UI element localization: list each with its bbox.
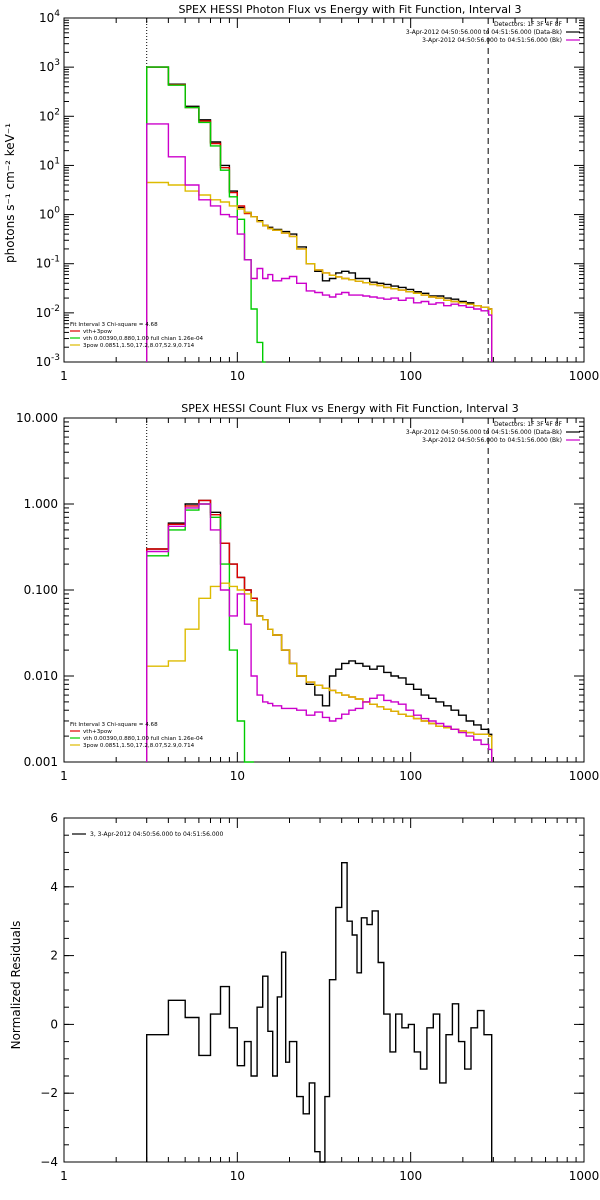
residuals-legend: 3, 3-Apr-2012 04:50:56.000 to 04:51:56.0…: [72, 831, 223, 838]
y-tick-label: 0.010: [24, 669, 58, 683]
series-line: [146, 862, 493, 1163]
series-line: [146, 503, 493, 762]
legend-text: 3-Apr-2012 04:50:56.000 to 04:51:56.000 …: [406, 429, 562, 436]
residuals-series: [146, 862, 493, 1163]
legend-text: vth+3pow: [83, 729, 112, 735]
residuals-ylabel: Normalized Residuals: [9, 921, 23, 1050]
series-line: [146, 499, 493, 762]
x-tick-label: 1: [60, 1169, 68, 1183]
y-tick-label: 101: [39, 156, 60, 172]
photon-flux-ylabel: photons s⁻¹ cm⁻² keV⁻¹: [3, 123, 17, 263]
series-line: [146, 123, 493, 362]
x-tick-label: 100: [399, 1169, 422, 1183]
residuals-axes: 1 10 100 1000 −4 −2 0 2 4 6: [40, 811, 599, 1183]
y-tick-label: 10-1: [36, 255, 60, 271]
legend-text: 3-Apr-2012 04:50:56.000 to 04:51:56.000 …: [422, 37, 562, 44]
y-tick-label: 10-2: [36, 304, 60, 320]
photon-flux-panel: SPEX HESSI Photon Flux vs Energy with Fi…: [3, 3, 599, 383]
legend-text: 3-Apr-2012 04:50:56.000 to 04:51:56.000 …: [422, 437, 562, 444]
y-tick-label: 1.000: [24, 497, 58, 511]
count-flux-axes: 1 10 100 1000 0.001 0.010 0.100 1.000 10.000: [16, 411, 599, 783]
count-flux-plot-frame: [63, 417, 585, 763]
series-line: [146, 503, 254, 763]
legend-text: 3pow 0.0851,1.50,17.2,8.07,52.9,0.714: [83, 743, 195, 749]
series-line: [146, 499, 493, 762]
y-tick-label: −2: [40, 1086, 58, 1100]
y-tick-label: −4: [40, 1155, 58, 1169]
legend-text: vth 0.00390,0.880,1.00 full chian 1.26e-…: [83, 736, 204, 742]
legend-text: 3pow 0.0851,1.50,17.2,8.07,52.9,0.714: [83, 343, 195, 349]
legend-text: vth+3pow: [83, 329, 112, 335]
y-tick-label: 2: [50, 949, 58, 963]
x-tick-label: 10: [230, 1169, 245, 1183]
count-flux-legend-bottom: Fit Interval 3 Chi-square = 4.68vth+3pow…: [70, 722, 204, 749]
series-line: [146, 66, 266, 363]
x-tick-label: 1: [60, 369, 68, 383]
legend-text: 3-Apr-2012 04:50:56.000 to 04:51:56.000 …: [406, 29, 562, 36]
x-tick-label: 100: [399, 369, 422, 383]
legend-text: 3, 3-Apr-2012 04:50:56.000 to 04:51:56.0…: [90, 831, 223, 838]
photon-flux-plot-frame: [63, 17, 585, 363]
photon-flux-legend-bottom: Fit Interval 3 Chi-square = 4.68vth+3pow…: [70, 322, 204, 349]
residuals-plot-frame: [63, 817, 585, 1163]
x-tick-label: 100: [399, 769, 422, 783]
count-flux-series: [146, 499, 493, 763]
y-tick-label: 10-3: [36, 353, 60, 369]
legend-text: vth 0.00390,0.880,1.00 full chian 1.26e-…: [83, 336, 204, 342]
y-tick-label: 0.100: [24, 583, 58, 597]
y-tick-label: 102: [39, 107, 60, 123]
y-tick-label: 104: [39, 9, 60, 25]
y-tick-label: 100: [39, 206, 60, 222]
series-line: [146, 582, 493, 762]
y-tick-label: 10.000: [16, 411, 58, 425]
y-tick-label: 6: [50, 811, 58, 825]
photon-flux-legend-top: Detectors: 1F 3F 4F 8F3-Apr-2012 04:50:5…: [406, 21, 580, 44]
x-tick-label: 1000: [569, 369, 600, 383]
x-tick-label: 1000: [569, 769, 600, 783]
count-flux-legend-top: Detectors: 1F 3F 4F 8F3-Apr-2012 04:50:5…: [406, 421, 580, 444]
x-tick-label: 1: [60, 769, 68, 783]
series-line: [146, 181, 493, 362]
x-tick-label: 1000: [569, 1169, 600, 1183]
photon-flux-series: [146, 66, 493, 363]
y-tick-label: 103: [39, 58, 60, 74]
y-tick-label: 0.001: [24, 755, 58, 769]
x-tick-label: 10: [230, 369, 245, 383]
legend-text: Detectors: 1F 3F 4F 8F: [494, 421, 563, 428]
legend-text: Detectors: 1F 3F 4F 8F: [494, 21, 563, 28]
x-tick-label: 10: [230, 769, 245, 783]
count-flux-panel: SPEX HESSI Count Flux vs Energy with Fit…: [16, 402, 599, 783]
legend-text: Fit Interval 3 Chi-square = 4.68: [70, 722, 158, 728]
y-tick-label: 0: [50, 1017, 58, 1031]
photon-flux-title: SPEX HESSI Photon Flux vs Energy with Fi…: [178, 3, 521, 16]
y-tick-label: 4: [50, 880, 58, 894]
residuals-panel: Normalized Residuals 1 10 100 1000−4−20246 …: [9, 811, 599, 1183]
count-flux-title: SPEX HESSI Count Flux vs Energy with Fit…: [181, 402, 518, 415]
legend-text: Fit Interval 3 Chi-square = 4.68: [70, 322, 158, 328]
